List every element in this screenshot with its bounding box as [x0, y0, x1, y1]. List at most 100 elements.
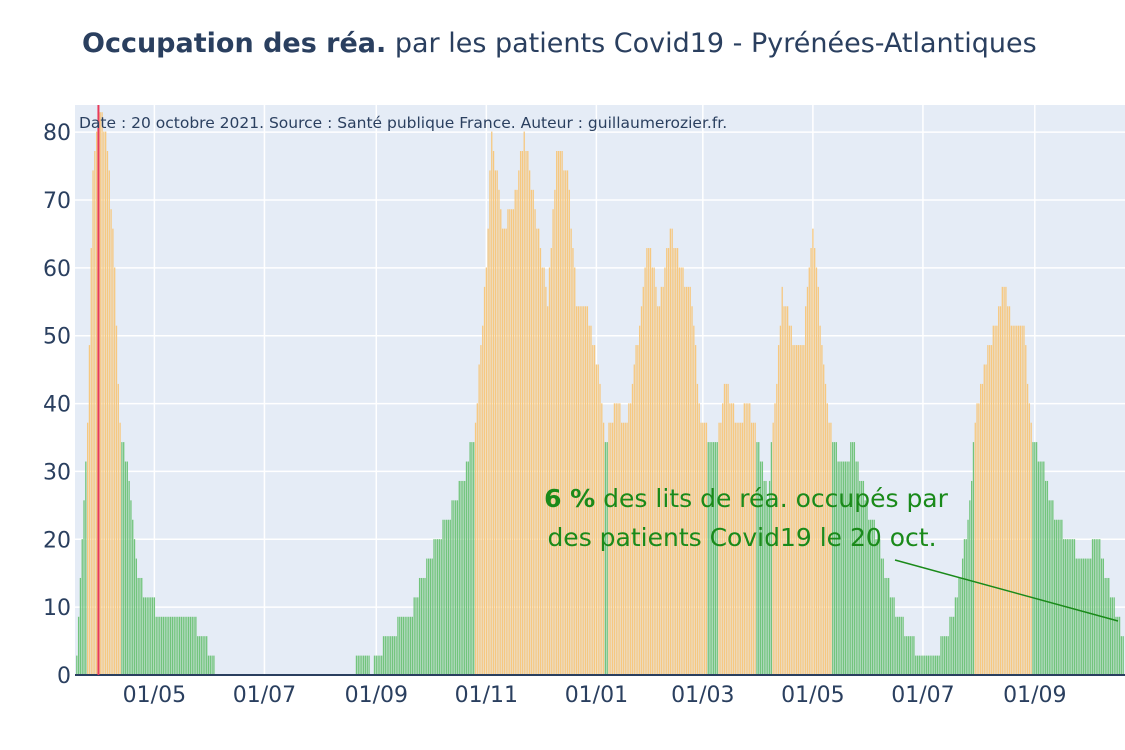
x-tick-label: 01/09 [345, 683, 408, 708]
bar [473, 442, 475, 675]
bar [1063, 539, 1065, 675]
bar [482, 325, 484, 675]
bar [803, 345, 805, 675]
bar [639, 325, 641, 675]
bar [866, 500, 868, 675]
bar [449, 519, 451, 675]
bar [597, 364, 599, 675]
bar [213, 655, 215, 675]
bar [444, 519, 446, 675]
bar [146, 597, 148, 675]
bar [610, 422, 612, 675]
bar [175, 616, 177, 675]
y-tick-label: 80 [43, 121, 71, 146]
bar [895, 616, 897, 675]
bar [608, 422, 610, 675]
y-tick-label: 60 [43, 257, 71, 282]
bar [777, 345, 780, 675]
bar [204, 636, 206, 675]
bar [617, 403, 619, 675]
bar [1079, 558, 1081, 675]
bar [427, 558, 430, 675]
bar [819, 325, 821, 675]
bar [200, 636, 202, 675]
bar [1007, 306, 1009, 675]
bar [440, 539, 442, 675]
bar [644, 267, 646, 675]
bar [949, 616, 951, 675]
bar [922, 655, 924, 675]
bar [593, 345, 596, 675]
bar [94, 151, 96, 675]
bar [1034, 442, 1036, 675]
bar [904, 636, 906, 675]
bar [752, 422, 754, 675]
bar [898, 616, 901, 675]
bar [880, 558, 883, 675]
bar [931, 655, 933, 675]
bar [1039, 461, 1041, 675]
bar [157, 616, 159, 675]
bar [1082, 558, 1085, 675]
bar [797, 345, 800, 675]
bar [992, 325, 994, 675]
bar [209, 655, 211, 675]
bar [655, 286, 657, 675]
bar [171, 616, 174, 675]
bar [548, 267, 551, 675]
bar [667, 248, 670, 676]
bar [168, 616, 170, 675]
bar [1023, 325, 1025, 675]
bar [786, 306, 789, 675]
bar [400, 616, 403, 675]
bar [498, 189, 500, 676]
bar [745, 403, 747, 675]
bar [584, 306, 587, 675]
bar [967, 519, 969, 675]
bar [559, 151, 561, 675]
bar [702, 422, 704, 675]
bar [128, 480, 130, 675]
bar [1019, 325, 1022, 675]
bar [132, 519, 134, 675]
bar [530, 189, 533, 676]
bar [1122, 636, 1124, 675]
bar [399, 616, 401, 675]
bar [696, 383, 699, 675]
bar [474, 422, 477, 675]
bar [954, 597, 957, 675]
bar [971, 480, 973, 675]
bar [581, 306, 583, 675]
bar [189, 616, 192, 675]
bar [164, 616, 166, 675]
bar [976, 403, 978, 675]
bar [826, 403, 828, 675]
callout-line-1: 6 % des lits de réa. occupés par [544, 484, 949, 513]
bar [1073, 539, 1076, 675]
bar [938, 655, 940, 675]
bar [505, 228, 507, 675]
bar [844, 461, 847, 675]
bar [907, 636, 910, 675]
bar [1046, 480, 1049, 675]
bar [1008, 306, 1011, 675]
bar [770, 442, 773, 675]
bar [159, 616, 161, 675]
bar [788, 325, 791, 675]
bar [772, 422, 774, 675]
bar [148, 597, 150, 675]
bar [447, 519, 450, 675]
bar [130, 500, 132, 675]
bar [182, 616, 184, 675]
bar [1017, 325, 1020, 675]
bar [460, 480, 462, 675]
bar [106, 151, 109, 675]
bar [848, 461, 850, 675]
bar [364, 655, 367, 675]
bar [184, 616, 186, 675]
y-tick-label: 10 [43, 596, 71, 621]
bar [99, 112, 101, 675]
bar [781, 286, 783, 675]
bar [900, 616, 902, 675]
bar [736, 422, 738, 675]
